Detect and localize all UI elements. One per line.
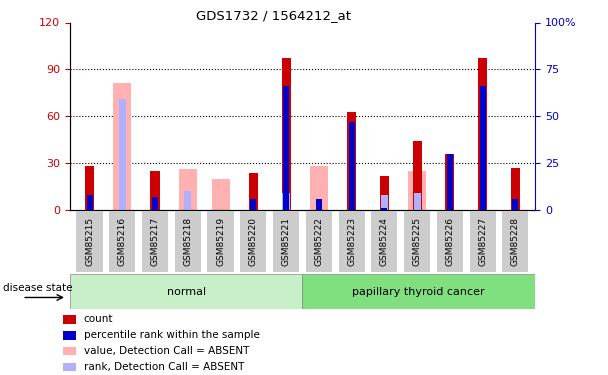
Text: GSM85222: GSM85222 bbox=[314, 217, 323, 266]
Bar bbox=[86, 195, 92, 210]
Bar bbox=[310, 166, 328, 210]
Text: GSM85226: GSM85226 bbox=[446, 217, 454, 266]
FancyBboxPatch shape bbox=[437, 211, 463, 273]
Bar bbox=[151, 171, 160, 210]
Text: GSM85223: GSM85223 bbox=[347, 217, 356, 266]
FancyBboxPatch shape bbox=[174, 211, 201, 273]
FancyBboxPatch shape bbox=[142, 211, 168, 273]
Text: GSM85218: GSM85218 bbox=[184, 217, 192, 266]
Bar bbox=[212, 179, 230, 210]
Bar bbox=[179, 170, 197, 210]
Bar bbox=[113, 84, 131, 210]
FancyBboxPatch shape bbox=[77, 211, 103, 273]
Text: GSM85227: GSM85227 bbox=[478, 217, 487, 266]
Bar bbox=[249, 172, 258, 210]
Bar bbox=[445, 154, 454, 210]
FancyBboxPatch shape bbox=[109, 211, 136, 273]
Bar bbox=[119, 99, 126, 210]
Text: GSM85216: GSM85216 bbox=[118, 217, 127, 266]
Text: GSM85221: GSM85221 bbox=[282, 217, 291, 266]
Bar bbox=[478, 58, 487, 210]
FancyBboxPatch shape bbox=[306, 211, 332, 273]
FancyBboxPatch shape bbox=[240, 211, 266, 273]
Bar bbox=[283, 193, 289, 210]
Bar bbox=[250, 199, 257, 210]
FancyBboxPatch shape bbox=[207, 211, 233, 273]
Text: normal: normal bbox=[167, 286, 206, 297]
FancyBboxPatch shape bbox=[273, 211, 299, 273]
Bar bbox=[63, 347, 76, 355]
Text: GSM85224: GSM85224 bbox=[380, 217, 389, 266]
Bar bbox=[513, 199, 519, 210]
FancyBboxPatch shape bbox=[404, 211, 430, 273]
Text: GSM85219: GSM85219 bbox=[216, 217, 225, 266]
Bar bbox=[480, 86, 486, 210]
Bar bbox=[302, 274, 535, 309]
FancyBboxPatch shape bbox=[502, 211, 528, 273]
Bar bbox=[316, 199, 322, 210]
Bar bbox=[348, 122, 354, 210]
Text: GSM85228: GSM85228 bbox=[511, 217, 520, 266]
Bar bbox=[511, 168, 520, 210]
Text: GSM85220: GSM85220 bbox=[249, 217, 258, 266]
Bar bbox=[282, 58, 291, 210]
Text: GSM85215: GSM85215 bbox=[85, 217, 94, 266]
Text: GSM85225: GSM85225 bbox=[413, 217, 421, 266]
FancyBboxPatch shape bbox=[469, 211, 496, 273]
Text: percentile rank within the sample: percentile rank within the sample bbox=[83, 330, 260, 340]
Bar bbox=[447, 154, 453, 210]
FancyBboxPatch shape bbox=[371, 211, 398, 273]
Text: disease state: disease state bbox=[3, 283, 72, 293]
Bar bbox=[381, 208, 387, 210]
Bar bbox=[283, 86, 289, 210]
Bar bbox=[63, 363, 76, 371]
Bar bbox=[70, 274, 302, 309]
Bar bbox=[381, 195, 388, 210]
Bar bbox=[63, 331, 76, 339]
Text: value, Detection Call = ABSENT: value, Detection Call = ABSENT bbox=[83, 346, 249, 356]
Bar bbox=[413, 141, 422, 210]
Text: count: count bbox=[83, 314, 113, 324]
Text: GSM85217: GSM85217 bbox=[151, 217, 159, 266]
Text: GDS1732 / 1564212_at: GDS1732 / 1564212_at bbox=[196, 9, 351, 22]
Bar bbox=[152, 197, 158, 210]
Bar bbox=[413, 193, 421, 210]
Text: rank, Detection Call = ABSENT: rank, Detection Call = ABSENT bbox=[83, 362, 244, 372]
Text: papillary thyroid cancer: papillary thyroid cancer bbox=[353, 286, 485, 297]
Bar bbox=[380, 176, 389, 210]
Bar bbox=[408, 171, 426, 210]
Bar bbox=[85, 166, 94, 210]
Bar bbox=[63, 315, 76, 324]
FancyBboxPatch shape bbox=[339, 211, 365, 273]
Bar bbox=[347, 112, 356, 210]
Bar bbox=[184, 191, 192, 210]
